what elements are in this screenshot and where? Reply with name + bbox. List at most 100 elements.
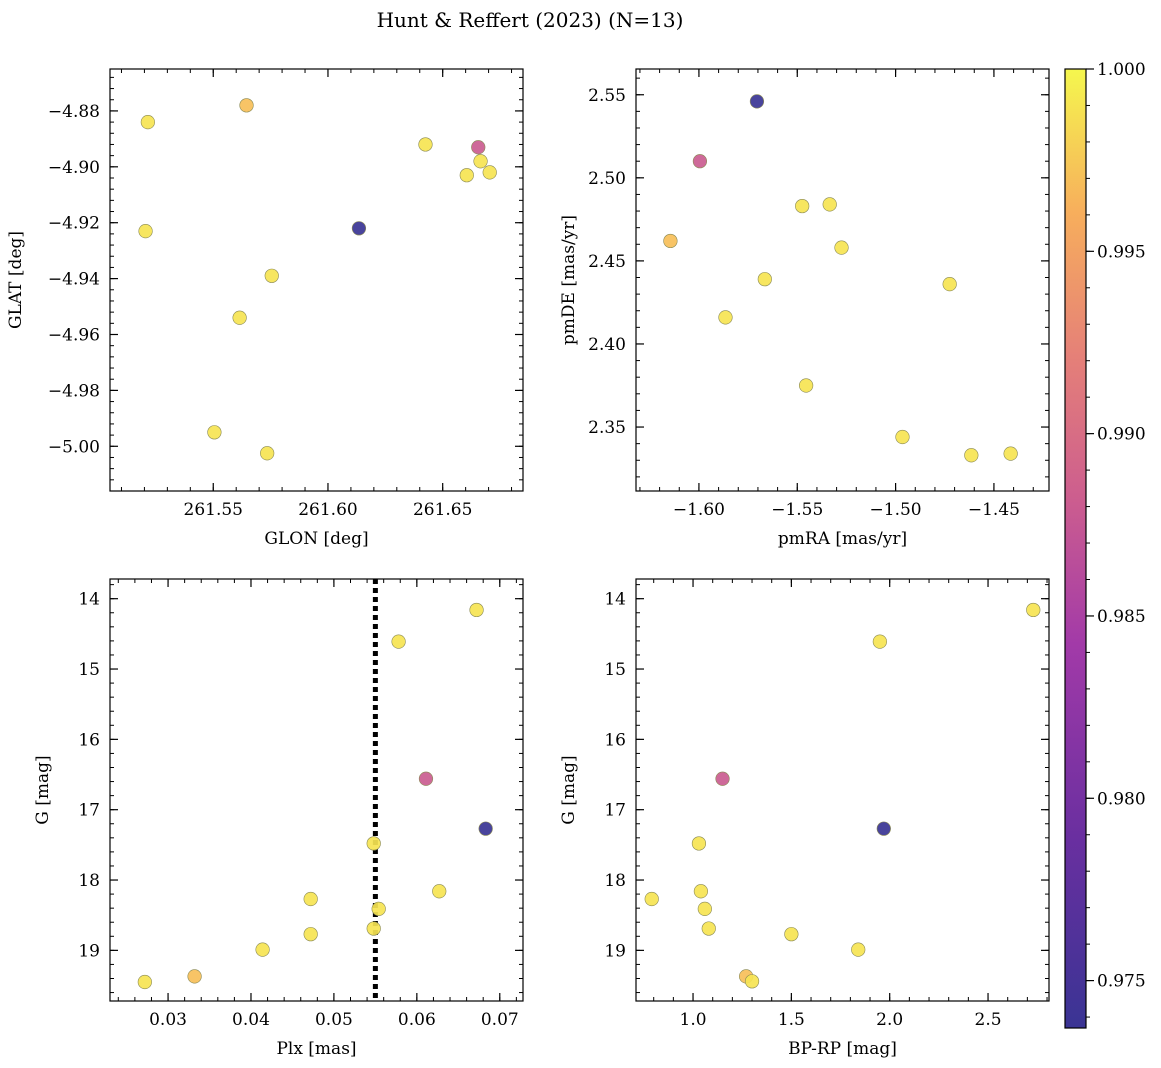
scatter-point (942, 277, 957, 292)
scatter-point (469, 602, 484, 618)
colorbar-tick-label: 0.990 (1097, 425, 1146, 445)
x-axis-label: GLON [deg] (264, 529, 368, 549)
y-tick-label: 15 (604, 660, 626, 680)
scatter-point (718, 310, 733, 325)
y-tick-label: −4.96 (48, 325, 100, 345)
scatter-point (366, 836, 381, 851)
scatter-point (303, 927, 318, 942)
scatter-point (799, 378, 814, 393)
y-tick-label: 17 (78, 801, 100, 821)
panel-plx-g: 0.03 0.04 0.05 0.06 0.07 14 15 16 17 18 19 Plx [mas… (33, 578, 524, 1059)
colorbar-tick-label: 1.000 (1097, 60, 1146, 80)
x-tick-label: 2.5 (975, 1010, 1002, 1030)
x-tick-label: −1.60 (673, 500, 725, 520)
colorbar-tick-label: 0.980 (1097, 789, 1146, 809)
axes-frame (635, 578, 1050, 1002)
scatter-point (187, 969, 202, 984)
y-tick-label: 2.50 (588, 169, 626, 189)
y-axis-label: GLAT [deg] (6, 231, 26, 329)
scatter-point (895, 429, 910, 445)
scatter-point (391, 634, 406, 649)
x-tick-label: 261.65 (413, 500, 472, 520)
scatter-point (964, 448, 979, 463)
x-tick-label: −1.45 (968, 500, 1020, 520)
scatter-point (822, 197, 837, 212)
scatter-point (644, 891, 659, 907)
scatter-point (784, 927, 799, 942)
y-tick-label: 2.45 (588, 252, 626, 272)
scatter-point (351, 221, 367, 236)
scatter-point (459, 168, 474, 183)
scatter-point (663, 233, 678, 249)
x-tick-label: 1.5 (778, 1010, 805, 1030)
y-tick-label: 15 (78, 660, 100, 680)
scatter-point (471, 140, 486, 155)
axes-frame (109, 68, 524, 492)
scatter-point (1003, 446, 1018, 461)
y-tick-label: −4.98 (48, 381, 100, 401)
colorbar-tick-label: 0.975 (1097, 972, 1146, 992)
scatter-point (876, 821, 891, 836)
x-tick-label: 0.03 (149, 1010, 187, 1030)
scatter-point (749, 94, 765, 109)
scatter-point (1026, 602, 1041, 618)
scatter-point (834, 240, 849, 255)
panel-pmra-pmde: −1.60 −1.55 −1.50 −1.45 2.35 2.40 2.45 2.50 2.55… (559, 68, 1050, 549)
x-tick-label: −1.55 (771, 500, 823, 520)
scatter-point (140, 114, 155, 130)
scatter-point (207, 425, 222, 440)
scatter-point (232, 310, 247, 325)
scatter-point (872, 634, 887, 649)
x-tick-label: 2.0 (876, 1010, 903, 1030)
scatter-point (744, 974, 760, 989)
scatter-point (851, 942, 866, 957)
y-tick-label: 19 (604, 941, 626, 961)
y-tick-label: 18 (78, 871, 100, 891)
scatter-point (418, 771, 434, 786)
y-tick-label: 14 (604, 590, 626, 610)
y-tick-label: 18 (604, 871, 626, 891)
panel-glon-glat: 261.55 261.60 261.65 −4.88 −4.90 −4.92 −4.94 −4… (6, 68, 524, 549)
x-tick-label: 261.55 (184, 500, 243, 520)
x-tick-label: 261.60 (298, 500, 357, 520)
y-axis-label: G [mag] (559, 755, 579, 824)
axes-frame (109, 578, 524, 1002)
x-tick-label: 1.0 (680, 1010, 707, 1030)
y-tick-label: 16 (78, 730, 100, 750)
scatter-point (482, 165, 497, 180)
x-axis-label: BP-RP [mag] (788, 1039, 897, 1059)
scatter-point (715, 771, 730, 786)
colorbar-gradient (1064, 68, 1087, 1029)
y-tick-label: 2.35 (588, 418, 626, 438)
scatter-point (255, 942, 270, 957)
x-tick-label: −1.50 (870, 500, 922, 520)
y-tick-label: 2.40 (588, 335, 626, 355)
y-axis-label: pmDE [mas/yr] (559, 215, 579, 345)
scatter-point (693, 884, 709, 899)
axes-frame (635, 68, 1050, 492)
scatter-point (366, 921, 381, 936)
x-tick-label: 0.05 (315, 1010, 353, 1030)
scatter-point (757, 272, 772, 287)
colorbar: 0.975 0.980 0.985 0.990 0.995 1.000 (1064, 60, 1146, 1029)
y-tick-label: −5.00 (48, 437, 100, 457)
y-tick-label: −4.90 (48, 158, 100, 178)
scatter-point (432, 884, 447, 899)
y-tick-label: 17 (604, 801, 626, 821)
scatter-point (697, 901, 712, 916)
scatter-point (371, 901, 386, 916)
y-tick-label: 16 (604, 730, 626, 750)
scatter-point (137, 974, 152, 990)
y-tick-label: −4.92 (48, 214, 100, 234)
scatter-point (692, 154, 708, 169)
y-axis-label: G [mag] (33, 755, 53, 824)
x-tick-label: 0.07 (481, 1010, 519, 1030)
colorbar-tick-label: 0.985 (1097, 607, 1146, 627)
scatter-point (303, 891, 318, 907)
colorbar-tick-label: 0.995 (1097, 242, 1146, 262)
scatter-point (691, 836, 707, 851)
scatter-point (138, 223, 153, 239)
y-tick-label: −4.94 (48, 270, 100, 290)
x-tick-label: 0.06 (398, 1010, 436, 1030)
